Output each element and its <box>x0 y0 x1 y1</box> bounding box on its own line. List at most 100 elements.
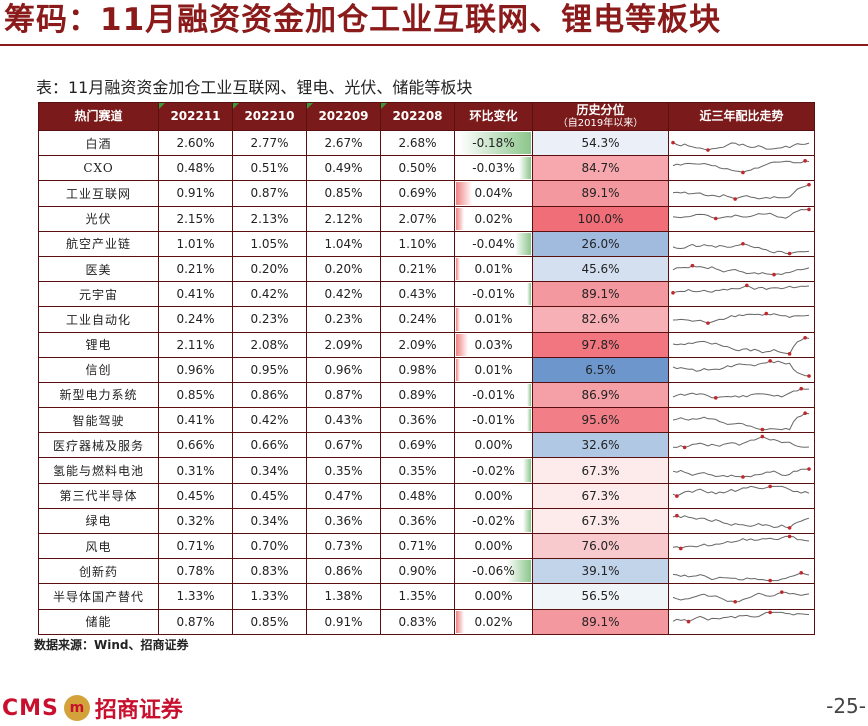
sector-name-cell: 工业自动化 <box>38 306 159 333</box>
sector-name-cell: 元宇宙 <box>38 281 159 308</box>
month-1-cell: 0.87% <box>158 608 233 635</box>
sparkline-extreme-marker <box>807 207 811 211</box>
change-bar <box>456 333 468 356</box>
month-2-cell: 2.13% <box>232 205 307 232</box>
change-cell: -0.18% <box>454 129 533 157</box>
change-cell: -0.01% <box>454 407 533 434</box>
sparkline-extreme-marker <box>807 466 811 471</box>
header-month-4: 202208 <box>380 102 455 131</box>
trend-sparkline <box>672 358 811 378</box>
month-3-cell: 0.47% <box>306 482 381 509</box>
percentile-cell: 32.6% <box>532 432 669 459</box>
percentile-value: 84.7% <box>581 161 620 176</box>
header-month-1-label: 202211 <box>170 109 221 123</box>
month-4-cell: 2.07% <box>380 205 455 232</box>
header-month-3-label: 202209 <box>318 109 369 123</box>
trend-sparkline-cell <box>668 129 815 157</box>
trend-sparkline <box>672 590 810 605</box>
sector-name-cell: 医疗器械及服务 <box>38 432 159 459</box>
month-1-cell: 0.96% <box>158 356 233 383</box>
month-3-cell: 0.86% <box>306 558 381 585</box>
sparkline-extreme-marker <box>760 427 765 432</box>
sparkline-extreme-marker <box>741 170 745 175</box>
sparkline-path <box>672 243 810 254</box>
sparkline-path <box>672 514 810 529</box>
table-row: CXO 0.48% 0.51% 0.49% 0.50% -0.03% 84.7% <box>38 155 815 182</box>
month-2-cell: 0.34% <box>232 457 307 484</box>
sector-name-cell: 工业互联网 <box>38 180 159 207</box>
trend-sparkline-cell <box>668 230 815 257</box>
month-4-cell: 0.71% <box>380 532 455 560</box>
header-month-4-label: 202208 <box>392 109 443 123</box>
change-bar <box>507 560 531 583</box>
month-4-cell: 0.83% <box>380 608 455 635</box>
month-3-cell: 0.91% <box>306 608 381 635</box>
flag-marker <box>233 103 239 109</box>
trend-sparkline <box>672 241 810 256</box>
month-1-cell: 0.45% <box>158 482 233 509</box>
percentile-value: 67.3% <box>581 488 620 503</box>
sparkline-extreme-marker <box>686 619 691 624</box>
percentile-value: 100.0% <box>577 211 624 226</box>
percentile-cell: 39.1% <box>532 558 669 585</box>
month-3-cell: 0.23% <box>306 306 381 333</box>
header-change: 环比变化 <box>454 102 533 131</box>
sparkline-extreme-marker <box>768 484 772 488</box>
table-caption: 表：11月融资资金加仓工业互联网、锂电、光伏、储能等板块 <box>36 78 473 97</box>
month-1-cell: 2.60% <box>158 129 233 157</box>
table-row: 工业互联网 0.91% 0.87% 0.85% 0.69% 0.04% 89.1% <box>38 180 815 207</box>
change-bar <box>456 610 464 633</box>
month-4-cell: 1.10% <box>380 230 455 257</box>
month-2-cell: 0.42% <box>232 281 307 308</box>
sparkline-extreme-marker <box>733 197 737 202</box>
month-2-cell: 0.70% <box>232 532 307 560</box>
percentile-value: 67.3% <box>581 513 620 528</box>
percentile-value: 89.1% <box>581 186 620 201</box>
sparkline-extreme-marker <box>768 358 772 363</box>
change-cell: 0.01% <box>454 255 533 283</box>
table-row: 创新药 0.78% 0.83% 0.86% 0.90% -0.06% 39.1% <box>38 558 815 585</box>
change-bar <box>515 232 531 255</box>
sector-name-cell: 白酒 <box>38 129 159 157</box>
company-logo: CMS m 招商证券 <box>2 692 183 724</box>
sector-name-cell: 第三代半导体 <box>38 482 159 509</box>
month-2-cell: 0.45% <box>232 482 307 509</box>
table-row: 锂电 2.11% 2.08% 2.09% 2.09% 0.03% 97.8% <box>38 331 815 358</box>
month-2-cell: 0.34% <box>232 507 307 535</box>
percentile-cell: 76.0% <box>532 532 669 560</box>
sparkline-extreme-marker <box>671 140 675 145</box>
month-4-cell: 0.69% <box>380 432 455 459</box>
percentile-cell: 95.6% <box>532 407 669 434</box>
sparkline-path <box>672 360 810 377</box>
header-percentile-line1: 历史分位 <box>576 102 625 117</box>
sparkline-path <box>672 535 810 550</box>
month-1-cell: 0.32% <box>158 507 233 535</box>
percentile-cell: 67.3% <box>532 482 669 509</box>
change-bar <box>456 308 460 331</box>
sector-table: 热门赛道 202211 202210 202209 202208 环比变化 历史… <box>38 102 815 635</box>
month-3-cell: 0.43% <box>306 407 381 434</box>
percentile-value: 67.3% <box>581 463 620 478</box>
sparkline-path <box>672 468 810 478</box>
sparkline-extreme-marker <box>690 263 695 268</box>
sector-name-cell: 氢能与燃料电池 <box>38 457 159 484</box>
sector-name-cell: 新型电力系统 <box>38 381 159 409</box>
trend-sparkline-cell <box>668 432 815 459</box>
flag-marker <box>381 103 387 109</box>
sector-name-cell: 医美 <box>38 255 159 283</box>
sparkline-extreme-marker <box>799 386 804 391</box>
month-4-cell: 0.90% <box>380 558 455 585</box>
table-row: 氢能与燃料电池 0.31% 0.34% 0.35% 0.35% -0.02% 67.3% <box>38 457 815 484</box>
sparkline-path <box>672 388 810 399</box>
month-3-cell: 0.42% <box>306 281 381 308</box>
table-row: 医疗器械及服务 0.66% 0.66% 0.67% 0.69% 0.00% 32.6% <box>38 432 815 459</box>
month-1-cell: 0.78% <box>158 558 233 585</box>
month-1-cell: 2.15% <box>158 205 233 232</box>
change-bar <box>523 509 531 532</box>
sparkline-path <box>672 160 810 174</box>
table-body: 白酒 2.60% 2.77% 2.67% 2.68% -0.18% 54.3% CXO 0.48… <box>38 129 815 635</box>
trend-sparkline <box>672 484 810 498</box>
trend-sparkline <box>672 207 811 220</box>
month-4-cell: 0.21% <box>380 255 455 283</box>
sparkline-extreme-marker <box>768 610 772 614</box>
